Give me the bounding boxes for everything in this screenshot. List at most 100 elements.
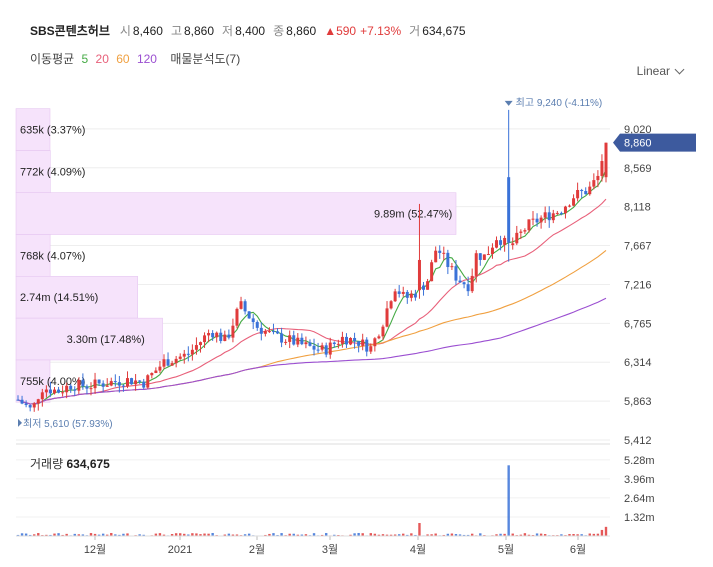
- ma5-legend[interactable]: 5: [81, 52, 89, 66]
- price-tick-label: 7,216: [624, 279, 652, 291]
- volume-bar: [499, 533, 502, 536]
- price-tick-label: 5,412: [624, 435, 652, 447]
- volume-bar: [231, 534, 235, 536]
- volume-bar: [381, 534, 385, 536]
- volume-bar: [227, 533, 231, 536]
- volume-bar: [511, 533, 514, 536]
- candle-body: [243, 301, 247, 312]
- volume-bar: [174, 533, 178, 536]
- volume-bar: [272, 533, 275, 536]
- candle-body: [105, 385, 109, 387]
- candle-body: [227, 334, 231, 338]
- volume-bar: [93, 533, 97, 536]
- high-marker-icon: [504, 100, 513, 106]
- ma120-line: [17, 297, 607, 405]
- volume-tick-label: 1.32m: [624, 512, 655, 524]
- ma60-legend[interactable]: 60: [116, 52, 130, 66]
- candle-body: [271, 331, 275, 333]
- volume-analysis-legend[interactable]: 매물분석도(7): [170, 52, 241, 66]
- volume-bar: [519, 534, 523, 536]
- volume-bar: [158, 533, 162, 536]
- volume-bar: [426, 534, 429, 536]
- volume-bar: [543, 534, 547, 536]
- candle-body: [458, 280, 462, 283]
- volume-bar: [462, 534, 466, 536]
- time-tick-label: 6월: [570, 543, 586, 556]
- candle-body: [511, 243, 515, 246]
- candle-body: [527, 219, 531, 231]
- candle-body: [158, 366, 162, 371]
- volume-bar: [77, 534, 81, 536]
- annotations: 최고 9,240 (-4.11%) 최저 5,610 (57.93%) 8,860: [18, 97, 696, 430]
- volume-profile-bar: [15, 276, 138, 319]
- volume-bar: [300, 534, 304, 536]
- price-axis: 9,020 8,569 8,118 7,667 7,216 6,765 6,314 5,863…: [624, 124, 652, 447]
- scale-dropdown[interactable]: Linear: [637, 64, 685, 78]
- volume-bar: [243, 534, 247, 536]
- candle-body: [231, 325, 235, 338]
- volume-bar: [20, 533, 24, 536]
- volume-axis: 5.28m 3.96m 2.64m 1.32m: [624, 455, 655, 524]
- candle-body: [121, 385, 125, 387]
- candle-body: [588, 186, 592, 195]
- volume-bar: [57, 533, 60, 536]
- price-tick-label: 6,314: [624, 357, 652, 369]
- volume-bar: [349, 534, 352, 536]
- candle-body: [239, 301, 243, 309]
- volume-bar: [430, 534, 433, 536]
- volume-bar: [97, 534, 101, 536]
- volume-profile-bar: [15, 234, 51, 277]
- candle-body: [117, 382, 121, 386]
- volume-profile-label: 3.30m (17.48%): [67, 334, 145, 346]
- candle-body: [97, 379, 101, 384]
- volume-bar: [191, 533, 194, 536]
- moving-average-label[interactable]: 이동평균: [30, 52, 75, 66]
- candle-body: [178, 356, 182, 359]
- candle-body: [203, 335, 207, 343]
- volume-bar: [89, 533, 93, 536]
- volume-tick-label: 2.64m: [624, 493, 655, 505]
- volume-profile-label: 635k (3.37%): [20, 125, 85, 137]
- high-label: 고: [170, 24, 182, 38]
- candle-body: [353, 337, 357, 342]
- time-axis: 12월 2021 2월 3월 4월 5월 6월: [16, 535, 610, 556]
- candle-body: [182, 353, 186, 357]
- volume-bar: [288, 533, 291, 536]
- volume-bar: [247, 533, 251, 536]
- candle-body: [482, 254, 486, 260]
- candle-body: [507, 177, 511, 243]
- candle-body: [57, 389, 61, 393]
- change-percent: +7.13%: [360, 24, 402, 38]
- close-value: 8,860: [286, 24, 317, 38]
- low-label: 저: [222, 24, 234, 38]
- volume-bar: [114, 534, 117, 536]
- last-price-tag: [613, 133, 696, 152]
- ma20-legend[interactable]: 20: [95, 52, 109, 66]
- candle-body: [280, 333, 284, 343]
- volume-bar: [187, 534, 190, 536]
- volume-bar: [207, 533, 210, 536]
- volume-profile-bar: [15, 359, 51, 403]
- volume-bar: [142, 534, 145, 536]
- price-tick-label: 7,667: [624, 241, 652, 253]
- volume-bar: [414, 534, 417, 536]
- volume-bar: [264, 534, 267, 536]
- candle-body: [259, 327, 263, 334]
- candle-body: [194, 345, 198, 350]
- candle-body: [454, 266, 458, 281]
- time-tick-label: 3월: [322, 543, 338, 556]
- candle-body: [523, 230, 527, 232]
- candle-body: [20, 399, 24, 404]
- candle-body: [470, 275, 474, 292]
- candle-body: [154, 370, 158, 374]
- change-value: ▲590: [324, 24, 357, 38]
- volume-bar: [470, 533, 474, 536]
- ma120-legend[interactable]: 120: [136, 52, 157, 66]
- stock-name: SBS콘텐츠허브: [30, 24, 110, 38]
- volume-bar: [604, 526, 608, 536]
- volume-bar: [333, 534, 336, 536]
- volume-bar: [466, 534, 470, 536]
- volume-bar: [560, 534, 563, 536]
- volume-tick-label: 3.96m: [624, 474, 655, 486]
